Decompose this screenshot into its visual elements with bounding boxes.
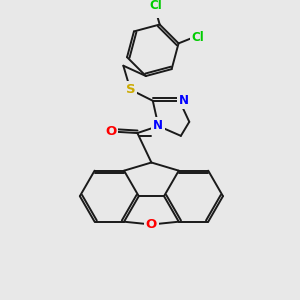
Text: N: N [153, 119, 163, 132]
Text: Cl: Cl [149, 0, 162, 12]
Text: Cl: Cl [191, 31, 204, 44]
Text: O: O [146, 218, 157, 231]
Text: N: N [179, 94, 189, 107]
Text: S: S [125, 83, 135, 96]
Text: O: O [105, 125, 116, 138]
